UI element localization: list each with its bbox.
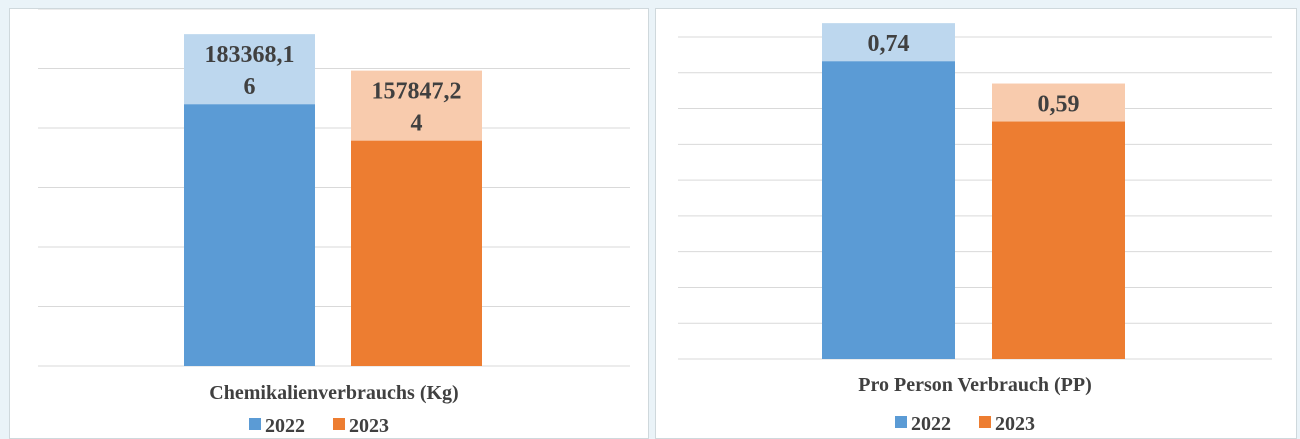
bar-2023 (351, 140, 482, 366)
data-label-2022: 6 (244, 74, 256, 100)
legend-label-2022: 2022 (911, 413, 951, 435)
legend-swatch-2023 (333, 418, 345, 430)
chart-per-person-consumption: 0,74 0,59 Pro Person Verbrauch (PP) 2022 2… (678, 23, 1272, 435)
bar-2023 (992, 121, 1125, 360)
chart-panel-per-person-consumption: 0,74 0,59 Pro Person Verbrauch (PP) 2022 2… (655, 8, 1297, 439)
data-label-2023: 157847,2 (372, 79, 462, 105)
legend-swatch-2022 (249, 418, 261, 430)
legend-swatch-2022 (895, 416, 907, 428)
bar-2022 (184, 104, 315, 366)
data-label-2023: 4 (411, 111, 423, 137)
data-label-background (351, 70, 482, 141)
legend-label-2023: 2023 (995, 413, 1035, 435)
x-axis-label: Pro Person Verbrauch (PP) (858, 374, 1092, 396)
data-label-background (822, 23, 955, 62)
x-axis-label: Chemikalienverbrauchs (Kg) (209, 382, 458, 404)
chart-chemical-consumption: 183368,1 6 157847,2 4 Chemikalienverbrauchs… (38, 9, 630, 437)
bar-2022 (822, 61, 955, 360)
data-label-background (992, 83, 1125, 122)
legend-label-2022: 2022 (265, 415, 305, 437)
legend-swatch-2023 (979, 416, 991, 428)
data-label-2022: 183368,1 (205, 42, 295, 68)
data-label-2023: 0,59 (1038, 92, 1080, 118)
data-label-2022: 0,74 (868, 31, 910, 57)
chart-panel-chemical-consumption: 183368,1 6 157847,2 4 Chemikalienverbrauchs… (9, 8, 649, 439)
legend-label-2023: 2023 (349, 415, 389, 437)
data-label-background (184, 34, 315, 105)
